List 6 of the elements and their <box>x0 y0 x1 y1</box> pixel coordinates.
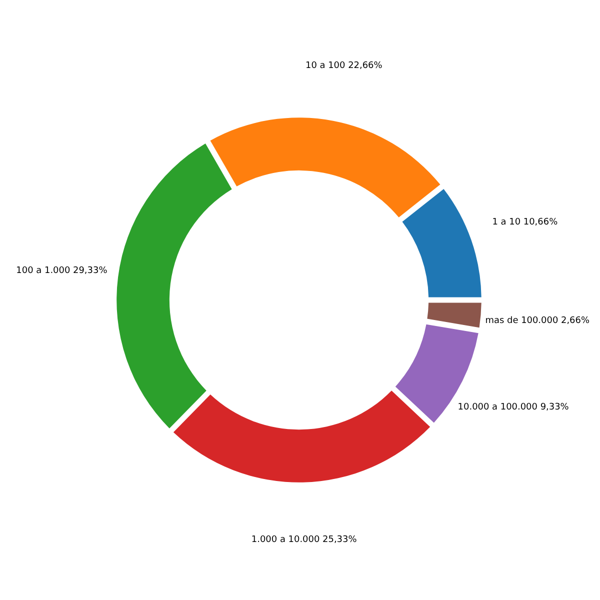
slice-label: 10 a 100 22,66% <box>305 61 383 72</box>
slice-label: mas de 100.000 2,66% <box>485 316 590 326</box>
slice-label: 100 a 1.000 29,33% <box>16 266 108 276</box>
slice-label: 1 a 10 10,66% <box>492 217 558 228</box>
slice-label: 1.000 a 10.000 25,33% <box>251 535 358 546</box>
slice-label: 10.000 a 100.000 9,33% <box>458 402 570 412</box>
